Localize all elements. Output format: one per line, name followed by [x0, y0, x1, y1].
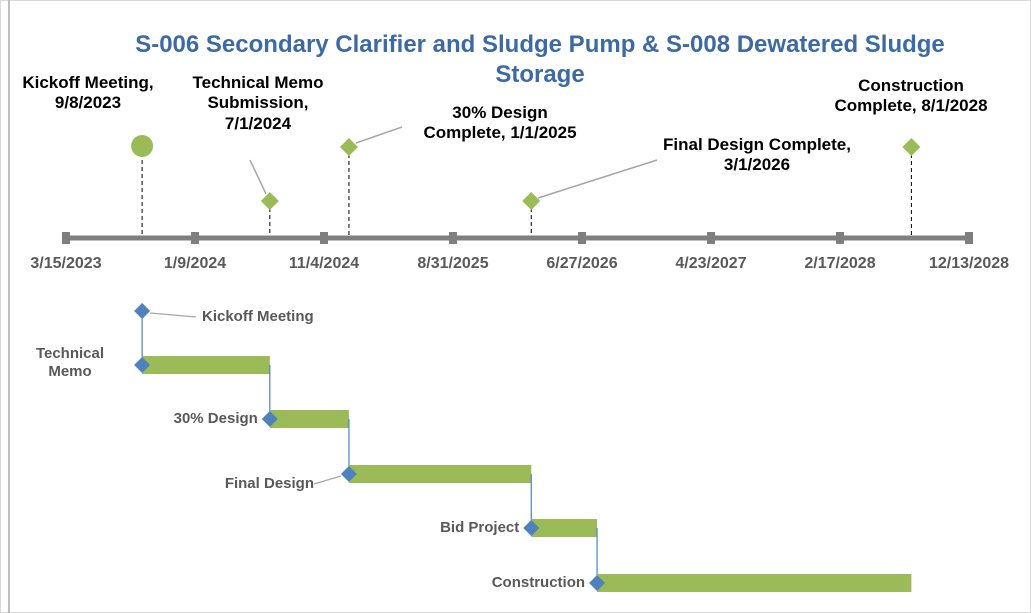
task-bar	[269, 410, 349, 428]
task-label: Bid Project	[440, 519, 520, 536]
x-tick-label: 3/15/2023	[30, 255, 102, 272]
x-tick-label: 12/13/2028	[928, 255, 1010, 272]
x-tick-label: 1/9/2024	[163, 255, 227, 272]
task-bar	[597, 574, 912, 592]
milestone-marker	[902, 138, 921, 156]
milestone-label: Final Design Complete, 3/1/2026	[663, 135, 851, 175]
milestone-marker	[522, 192, 541, 210]
task-marker	[134, 303, 151, 319]
leader-line	[150, 312, 197, 318]
milestone-label: Kickoff Meeting, 9/8/2023	[22, 73, 154, 113]
milestone-label: Technical Memo Submission, 7/1/2024	[192, 73, 324, 133]
task-bar	[142, 356, 270, 374]
milestone-label: Construction Complete, 8/1/2028	[834, 76, 988, 116]
task-marker	[134, 357, 151, 373]
x-tick-label: 4/23/2027	[675, 255, 747, 272]
leader-line	[355, 126, 403, 144]
leader-line	[249, 159, 267, 195]
leader-line	[537, 159, 658, 199]
task-marker	[523, 520, 540, 536]
tick-mark	[836, 232, 844, 244]
task-bar	[348, 465, 532, 483]
task-marker	[340, 466, 357, 482]
tick-mark	[578, 232, 586, 244]
tick-mark	[965, 232, 973, 244]
chart-title: S-006 Secondary Clarifier and Sludge Pum…	[135, 31, 945, 88]
milestone-marker	[339, 138, 358, 156]
x-tick-label: 6/27/2026	[546, 255, 618, 272]
tick-mark	[707, 232, 715, 244]
task-bar	[531, 519, 598, 537]
task-label: Final Design	[224, 475, 314, 492]
milestone-marker	[131, 135, 154, 157]
milestone-marker	[260, 192, 279, 210]
task-label: Construction	[491, 574, 586, 591]
x-tick-label: 11/4/2024	[288, 255, 360, 272]
task-marker	[261, 411, 278, 427]
tick-mark	[62, 232, 70, 244]
tick-mark	[449, 232, 457, 244]
x-tick-label: 8/31/2025	[417, 255, 489, 272]
leader-line	[313, 475, 342, 485]
task-label: Technical Memo	[35, 345, 105, 380]
milestone-label: 30% Design Complete, 1/1/2025	[423, 103, 577, 143]
tick-mark	[191, 232, 199, 244]
task-marker	[589, 575, 606, 591]
x-tick-label: 2/17/2028	[804, 255, 876, 272]
tick-mark	[320, 232, 328, 244]
task-label: 30% Design	[173, 410, 258, 427]
task-label: Kickoff Meeting	[202, 308, 314, 325]
